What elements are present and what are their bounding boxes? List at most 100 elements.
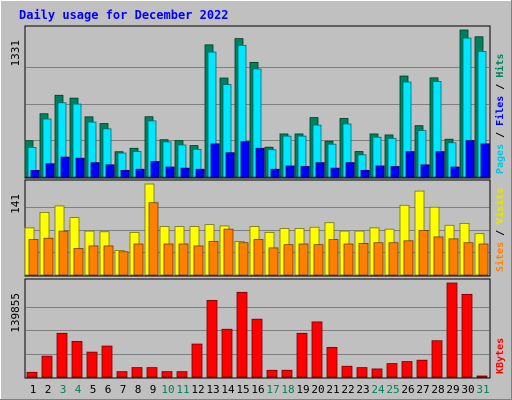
bar-sites-day-17: [268, 247, 279, 276]
x-tick-label-day-13: 13: [206, 383, 219, 396]
bar-sites-day-13: [208, 241, 219, 276]
x-tick-label-day-25: 25: [386, 383, 399, 396]
bar-pages-day-15: [240, 141, 250, 178]
bar-sites-day-14: [223, 228, 234, 276]
bar-pages-day-13: [210, 143, 220, 178]
panel-legend: Sites / Visits: [494, 188, 506, 272]
bar-kbytes-day-20: [311, 321, 323, 378]
bar-sites-day-12: [193, 245, 204, 276]
legend-sites: Sites: [494, 242, 506, 272]
legend-separator: /: [495, 224, 506, 242]
legend-visits: Visits: [494, 188, 506, 224]
bar-pages-day-2: [45, 163, 55, 178]
x-tick-label-day-17: 17: [266, 383, 279, 396]
bar-sites-day-21: [328, 239, 339, 276]
y-axis-max-label: 141: [9, 194, 22, 214]
x-tick-label-day-28: 28: [431, 383, 444, 396]
legend-files: Files: [494, 96, 506, 126]
bar-pages-day-12: [195, 168, 205, 178]
bar-kbytes-day-24: [371, 368, 383, 378]
bar-kbytes-day-23: [356, 367, 368, 378]
x-tick-label-day-26: 26: [401, 383, 414, 396]
bar-kbytes-day-12: [191, 343, 203, 378]
x-tick-label-day-11: 11: [176, 383, 189, 396]
bar-pages-day-9: [150, 161, 160, 178]
bar-sites-day-6: [103, 245, 114, 276]
chart-title: Daily usage for December 2022: [19, 8, 229, 22]
bar-kbytes-day-18: [281, 369, 293, 378]
bar-pages-day-16: [255, 147, 265, 178]
x-tick-label-day-16: 16: [251, 383, 264, 396]
x-tick-label-day-22: 22: [341, 383, 354, 396]
bar-kbytes-day-1: [26, 371, 38, 378]
bar-pages-day-10: [165, 166, 175, 178]
bar-kbytes-day-13: [206, 299, 218, 378]
x-tick-label-day-1: 1: [30, 383, 37, 396]
bar-sites-day-19: [298, 243, 309, 276]
bar-pages-day-5: [90, 162, 100, 178]
bar-pages-day-8: [135, 168, 145, 178]
bar-sites-day-7: [118, 251, 129, 276]
legend-kbytes: KBytes: [495, 338, 506, 374]
bar-pages-day-1: [30, 169, 40, 178]
legend-pages: Pages: [495, 144, 506, 174]
x-tick-label-day-18: 18: [281, 383, 294, 396]
bar-pages-day-4: [75, 157, 85, 178]
x-tick-label-day-31: 31: [476, 383, 489, 396]
panel-legend: KBytes: [495, 338, 506, 374]
bar-sites-day-1: [28, 239, 39, 276]
bar-sites-day-22: [343, 243, 354, 276]
bar-kbytes-day-31: [476, 375, 488, 378]
bar-pages-day-21: [330, 167, 340, 178]
bar-sites-day-30: [463, 242, 474, 276]
x-tick-label-day-15: 15: [236, 383, 249, 396]
bar-sites-day-29: [448, 238, 459, 276]
bar-kbytes-day-3: [56, 332, 68, 378]
x-tick-label-day-14: 14: [221, 383, 235, 396]
bar-kbytes-day-29: [446, 282, 458, 378]
bar-kbytes-day-15: [236, 291, 248, 378]
bar-kbytes-day-21: [326, 347, 338, 378]
bar-sites-day-11: [178, 243, 189, 276]
bar-pages-day-28: [435, 151, 445, 178]
x-tick-label-day-3: 3: [60, 383, 67, 396]
bar-kbytes-day-19: [296, 332, 308, 378]
x-tick-label-day-19: 19: [296, 383, 309, 396]
bar-pages-day-26: [405, 151, 415, 178]
bar-kbytes-day-2: [41, 355, 53, 378]
bar-kbytes-day-26: [401, 361, 413, 378]
panel-kbytes: 139855 KBytes: [9, 278, 506, 379]
x-tick-label-day-7: 7: [120, 383, 127, 396]
panel-legend: Pages / Files / Hits: [494, 54, 506, 174]
bar-pages-day-24: [375, 165, 385, 178]
bar-pages-day-22: [345, 162, 355, 178]
bar-kbytes-day-10: [161, 371, 173, 378]
bar-sites-day-8: [133, 243, 144, 276]
bar-kbytes-day-5: [86, 351, 98, 378]
bar-pages-day-27: [420, 164, 430, 178]
bar-sites-day-10: [163, 243, 174, 276]
legend-separator: /: [495, 78, 506, 96]
bar-sites-day-26: [403, 240, 414, 276]
bar-sites-day-4: [73, 248, 84, 276]
bar-pages-day-20: [315, 162, 325, 178]
bar-sites-day-5: [88, 245, 99, 276]
y-axis-max-label: 1331: [9, 40, 22, 67]
x-tick-label-day-24: 24: [371, 383, 385, 396]
bar-pages-day-18: [285, 165, 295, 178]
bar-sites-day-16: [253, 239, 264, 276]
bar-kbytes-day-25: [386, 363, 398, 378]
bar-pages-day-11: [180, 167, 190, 178]
bar-kbytes-day-14: [221, 328, 233, 378]
bar-kbytes-day-28: [431, 340, 443, 378]
bar-sites-day-25: [388, 242, 399, 276]
bar-sites-day-27: [418, 230, 429, 276]
bar-sites-day-24: [373, 242, 384, 276]
bar-sites-day-9: [148, 202, 159, 276]
bar-kbytes-day-11: [176, 371, 188, 378]
x-tick-label-day-21: 21: [326, 383, 339, 396]
bar-kbytes-day-30: [461, 293, 473, 378]
x-tick-label-day-29: 29: [446, 383, 459, 396]
panel-hits-files-pages: 1331 Pages / Files / Hits: [9, 25, 506, 179]
